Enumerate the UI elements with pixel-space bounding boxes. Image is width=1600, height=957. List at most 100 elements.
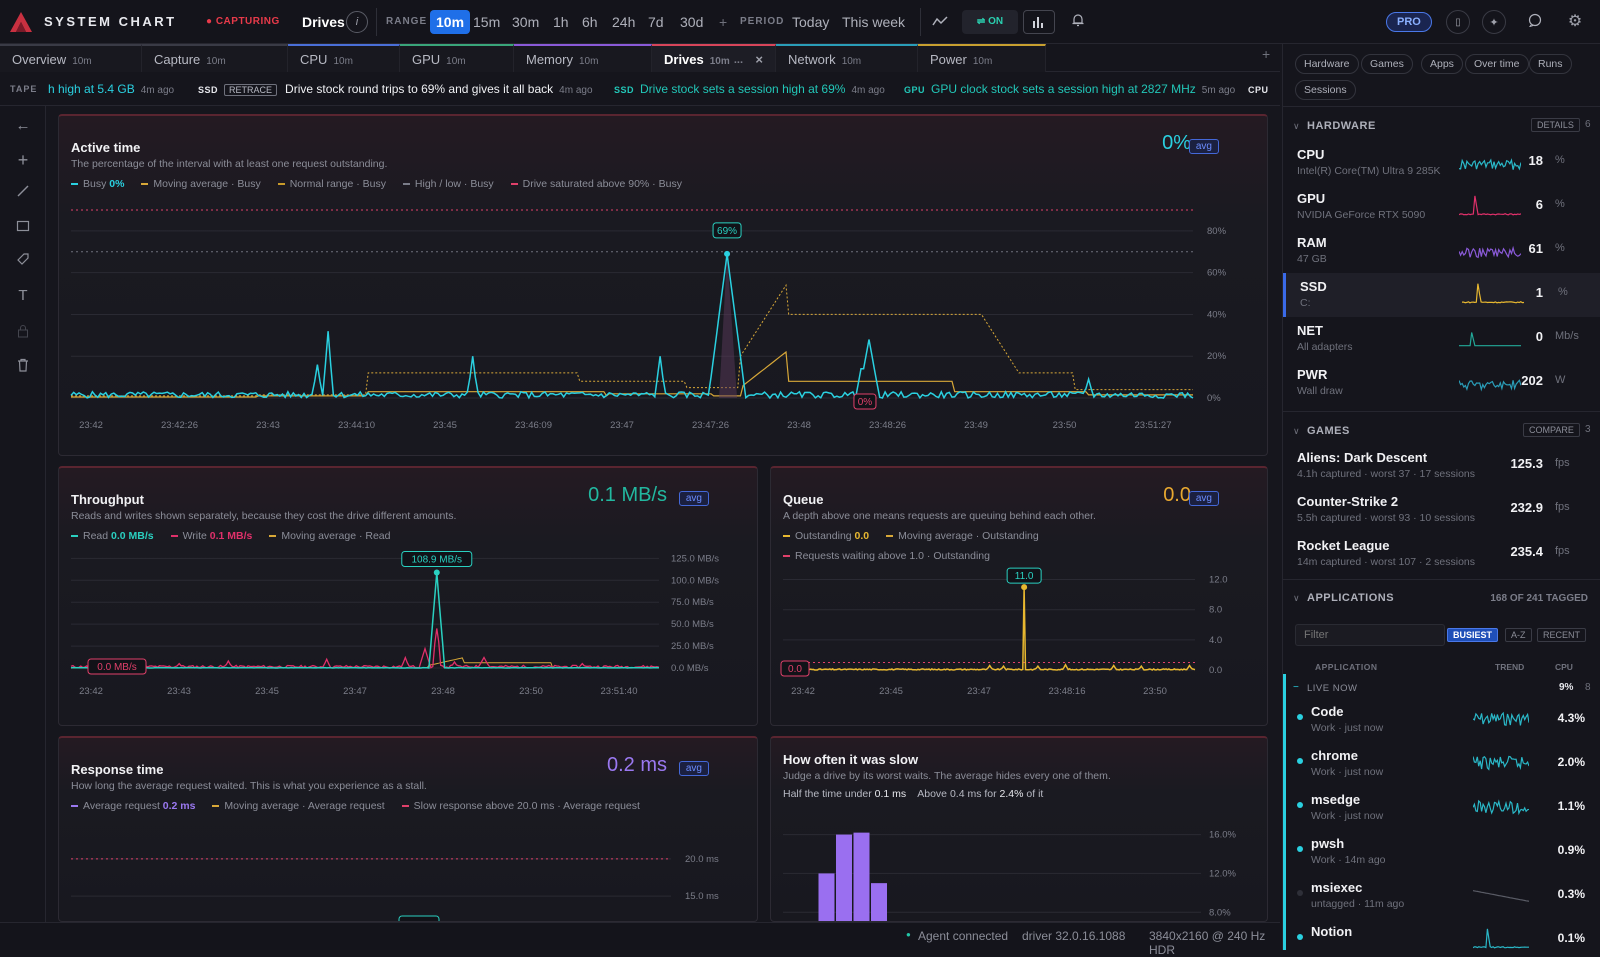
period-today[interactable]: Today — [792, 14, 830, 30]
avg-toggle[interactable]: avg — [1188, 491, 1219, 506]
details-button[interactable]: DETAILS — [1531, 118, 1580, 132]
lock-icon[interactable] — [11, 322, 35, 346]
trend-line-icon[interactable] — [927, 10, 953, 34]
range-7d[interactable]: 7d — [648, 14, 664, 30]
app-row[interactable]: msiexec untagged · 11m ago 0.3% — [1283, 876, 1600, 920]
collapse-icon[interactable]: − — [1293, 682, 1299, 693]
game-row[interactable]: Aliens: Dark Descent 4.1h captured · wors… — [1283, 444, 1600, 488]
capture-status[interactable]: ● CAPTURING — [206, 0, 280, 44]
chip-runs[interactable]: Runs — [1529, 54, 1572, 74]
line-tool-icon[interactable] — [11, 182, 35, 206]
slow-histogram-chart[interactable]: 8.0% 12.0% 16.0% — [771, 806, 1268, 922]
tab-gpu[interactable]: GPU 10m — [400, 44, 514, 72]
tab-network[interactable]: Network 10m — [776, 44, 918, 72]
tab-more-icon[interactable]: ... — [733, 54, 743, 66]
chip-over-time[interactable]: Over time — [1465, 54, 1529, 74]
range-15m[interactable]: 15m — [473, 14, 501, 30]
legend-item[interactable]: Requests waiting above 1.0 · Outstanding — [783, 550, 990, 562]
tab-memory[interactable]: Memory 10m — [514, 44, 652, 72]
app-row[interactable]: Notion 0.1% — [1283, 920, 1600, 950]
app-row[interactable]: chrome Work · just now 2.0% — [1283, 744, 1600, 788]
game-row[interactable]: Rocket League 14m captured · worst 107 · … — [1283, 532, 1600, 576]
add-tab-icon[interactable]: + — [1262, 46, 1271, 62]
chevron-down-icon[interactable]: ∨ — [1293, 593, 1300, 603]
legend-item[interactable]: Moving average · Read — [269, 530, 390, 542]
hardware-row-ssd[interactable]: SSD C: 1% — [1283, 273, 1600, 317]
tab-power[interactable]: Power 10m — [918, 44, 1046, 72]
range-10m[interactable]: 10m — [430, 10, 471, 34]
legend-item[interactable]: Moving average · Average request — [212, 800, 385, 812]
app-row[interactable]: Code Work · just now 4.3% — [1283, 700, 1600, 744]
tab-overview[interactable]: Overview 10m — [0, 44, 142, 72]
app-filter-input[interactable] — [1295, 624, 1445, 646]
chip-sessions[interactable]: Sessions — [1295, 80, 1356, 100]
info-icon[interactable]: i — [346, 11, 368, 33]
bar-chart-icon[interactable] — [1023, 10, 1055, 34]
active-time-chart[interactable]: 0% 20% 40% 60% 80% 23:42 23:42:26 23:43 23:44:10… — [59, 196, 1268, 456]
queue-chart[interactable]: 0.0 4.0 8.0 12.0 23:42 23:45 23:47 23:48:16 23:5… — [771, 564, 1268, 726]
compare-button[interactable]: COMPARE — [1523, 423, 1580, 437]
legend-item[interactable]: Moving average · Outstanding — [886, 530, 1039, 542]
avg-toggle[interactable]: avg — [678, 491, 709, 506]
avg-toggle[interactable]: avg — [1188, 139, 1219, 154]
chat-icon[interactable] — [1522, 10, 1548, 34]
tag-tool-icon[interactable] — [11, 250, 35, 274]
range-30d[interactable]: 30d — [680, 14, 704, 30]
legend-item[interactable]: High / low · Busy — [402, 178, 494, 190]
legend-item[interactable]: Average request 0.2 ms — [71, 800, 195, 812]
hardware-row-gpu[interactable]: GPU NVIDIA GeForce RTX 5090 6% — [1283, 185, 1600, 229]
gear-icon[interactable]: ⚙ — [1567, 13, 1583, 30]
sort-a-z[interactable]: A-Z — [1505, 628, 1532, 642]
tab-capture[interactable]: Capture 10m — [142, 44, 288, 72]
tab-cpu[interactable]: CPU 10m — [288, 44, 400, 72]
tape-item[interactable]: GPU GPU clock stock sets a session high a… — [904, 72, 1235, 105]
range-1h[interactable]: 1h — [553, 14, 569, 30]
legend-item[interactable]: Moving average · Busy — [141, 178, 261, 190]
close-icon[interactable]: × — [755, 52, 763, 67]
pro-badge[interactable]: PRO — [1386, 12, 1432, 32]
legend-item[interactable]: Normal range · Busy — [277, 178, 386, 190]
sparkle-icon[interactable]: ✦ — [1482, 10, 1506, 34]
chip-games[interactable]: Games — [1361, 54, 1413, 74]
tape-item[interactable]: SSD Drive stock sets a session high at 69… — [614, 72, 885, 105]
throughput-chart[interactable]: 0.0 MB/s 25.0 MB/s 50.0 MB/s 75.0 MB/s 100.0… — [59, 546, 758, 726]
range-30m[interactable]: 30m — [512, 14, 540, 30]
app-row[interactable]: msedge Work · just now 1.1% — [1283, 788, 1600, 832]
range-24h[interactable]: 24h — [612, 14, 636, 30]
hardware-row-net[interactable]: NET All adapters 0 Mb/s — [1283, 317, 1600, 361]
bell-icon[interactable] — [1065, 10, 1091, 34]
game-row[interactable]: Counter-Strike 2 5.5h captured · worst 93… — [1283, 488, 1600, 532]
legend-item[interactable]: Drive saturated above 90% · Busy — [510, 178, 682, 190]
trash-icon[interactable] — [11, 356, 35, 380]
chip-hardware[interactable]: Hardware — [1295, 54, 1359, 74]
rectangle-tool-icon[interactable] — [11, 216, 35, 240]
app-row[interactable]: pwsh Work · 14m ago 0.9% — [1283, 832, 1600, 876]
legend-item[interactable]: Write 0.1 MB/s — [170, 530, 252, 542]
avg-toggle[interactable]: avg — [678, 761, 709, 776]
legend-item[interactable]: Outstanding 0.0 — [783, 530, 869, 542]
plus-icon[interactable]: + — [719, 14, 728, 30]
text-tool-icon[interactable]: T — [18, 287, 28, 304]
hardware-row-cpu[interactable]: CPU Intel(R) Core(TM) Ultra 9 285K 18% — [1283, 141, 1600, 185]
legend-item[interactable]: Busy 0% — [71, 178, 124, 190]
sort-recent[interactable]: RECENT — [1537, 628, 1587, 642]
overlay-toggle[interactable]: ⇌ ON — [962, 10, 1018, 34]
legend-item[interactable]: Read 0.0 MB/s — [71, 530, 154, 542]
tape-item[interactable]: h high at 5.4 GB 4m ago — [48, 72, 174, 105]
chip-apps[interactable]: Apps — [1421, 54, 1463, 74]
period-this-week[interactable]: This week — [842, 14, 906, 30]
hardware-row-pwr[interactable]: PWR Wall draw 202 W — [1283, 361, 1600, 405]
sort-busiest[interactable]: BUSIEST — [1447, 628, 1499, 642]
crosshair-icon[interactable]: + — [17, 150, 29, 170]
tape-item[interactable]: CPU — [1248, 72, 1275, 105]
tape-item[interactable]: SSD RETRACE Drive stock round trips to 69%… — [198, 72, 593, 105]
device-icon[interactable]: ▯ — [1446, 10, 1470, 34]
chevron-down-icon[interactable]: ∨ — [1293, 121, 1300, 131]
tab-drives[interactable]: Drives 10m... × — [652, 44, 776, 72]
chevron-down-icon[interactable]: ∨ — [1293, 426, 1300, 436]
back-arrow-icon[interactable]: ← — [15, 117, 31, 134]
legend-item[interactable]: Slow response above 20.0 ms · Average re… — [401, 800, 640, 812]
hardware-row-ram[interactable]: RAM 47 GB 61% — [1283, 229, 1600, 273]
range-6h[interactable]: 6h — [582, 14, 598, 30]
